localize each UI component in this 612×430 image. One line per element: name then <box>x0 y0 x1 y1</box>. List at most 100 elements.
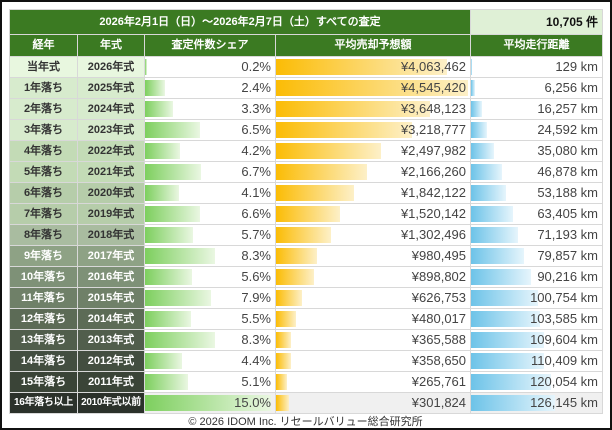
share-value: 6.7% <box>241 164 271 179</box>
share-value: 6.5% <box>241 122 271 137</box>
share-cell: 6.5% <box>144 119 276 141</box>
mileage-value: 120,054 km <box>530 374 599 389</box>
table-row: 16年落ち以上 2010年式以前 15.0% ¥301,824 126,145 … <box>9 392 604 414</box>
mileage-value: 109,604 km <box>530 332 599 347</box>
price-cell: ¥3,218,777 <box>274 119 472 141</box>
year-cell: 2025年式 <box>77 77 145 99</box>
age-cell: 5年落ち <box>9 161 78 183</box>
year-cell: 2023年式 <box>77 119 145 141</box>
mileage-cell: 79,857 km <box>470 245 604 267</box>
share-cell: 0.2% <box>144 56 276 78</box>
share-bar <box>145 101 173 117</box>
age-cell: 14年落ち <box>9 350 78 372</box>
age-cell: 9年落ち <box>9 245 78 267</box>
age-cell: 4年落ち <box>9 140 78 162</box>
year-cell: 2018年式 <box>77 224 145 246</box>
share-value: 0.2% <box>241 59 271 74</box>
share-value: 4.1% <box>241 185 271 200</box>
price-value: ¥480,017 <box>411 311 467 326</box>
mileage-value: 46,878 km <box>537 164 599 179</box>
age-cell: 15年落ち <box>9 371 78 393</box>
mileage-cell: 109,604 km <box>470 329 604 351</box>
price-cell: ¥4,063,462 <box>274 56 472 78</box>
mileage-value: 24,592 km <box>537 122 599 137</box>
share-value: 5.1% <box>241 374 271 389</box>
mileage-cell: 120,054 km <box>470 371 604 393</box>
mileage-value: 129 km <box>555 59 599 74</box>
mileage-cell: 71,193 km <box>470 224 604 246</box>
year-cell: 2020年式 <box>77 182 145 204</box>
mileage-bar <box>471 101 482 117</box>
table-row: 3年落ち 2023年式 6.5% ¥3,218,777 24,592 km <box>9 119 604 141</box>
copyright: © 2026 IDOM Inc. リセールバリュー総合研究所 <box>188 416 423 428</box>
mileage-value: 100,754 km <box>530 290 599 305</box>
price-value: ¥1,520,142 <box>400 206 467 221</box>
share-bar <box>145 227 193 243</box>
table-row: 13年落ち 2013年式 8.3% ¥365,588 109,604 km <box>9 329 604 351</box>
price-bar <box>276 311 297 327</box>
share-bar <box>145 185 180 201</box>
price-value: ¥301,824 <box>411 395 467 410</box>
share-bar <box>145 80 166 96</box>
price-value: ¥2,166,260 <box>400 164 467 179</box>
share-bar <box>145 269 192 285</box>
year-cell: 2017年式 <box>77 245 145 267</box>
share-bar <box>145 59 147 75</box>
table-row: 12年落ち 2014年式 5.5% ¥480,017 103,585 km <box>9 308 604 330</box>
mileage-value: 90,216 km <box>537 269 599 284</box>
appraisal-table: 2026年2月1日（日）～2026年2月7日（土）すべての査定 10,705 件 … <box>8 9 604 414</box>
mileage-bar <box>471 227 519 243</box>
share-value: 4.4% <box>241 353 271 368</box>
share-cell: 5.1% <box>144 371 276 393</box>
price-bar <box>276 101 430 117</box>
total-count: 10,705 件 <box>470 9 604 35</box>
mileage-bar <box>471 395 555 411</box>
mileage-bar <box>471 248 525 264</box>
table-row: 2年落ち 2024年式 3.3% ¥3,648,123 16,257 km <box>9 98 604 120</box>
table-row: 8年落ち 2018年式 5.7% ¥1,302,496 71,193 km <box>9 224 604 246</box>
table-row: 9年落ち 2017年式 8.3% ¥980,495 79,857 km <box>9 245 604 267</box>
table-row: 10年落ち 2016年式 5.6% ¥898,802 90,216 km <box>9 266 604 288</box>
year-cell: 2026年式 <box>77 56 145 78</box>
mileage-bar <box>471 122 488 138</box>
col-share: 査定件数シェア <box>144 34 276 57</box>
age-cell: 12年落ち <box>9 308 78 330</box>
col-mileage: 平均走行距離 <box>470 34 604 57</box>
mileage-bar <box>471 353 545 369</box>
year-cell: 2015年式 <box>77 287 145 309</box>
table-row: 6年落ち 2020年式 4.1% ¥1,842,122 53,188 km <box>9 182 604 204</box>
price-cell: ¥301,824 <box>274 392 472 414</box>
mileage-value: 103,585 km <box>530 311 599 326</box>
mileage-bar <box>471 311 540 327</box>
year-cell: 2012年式 <box>77 350 145 372</box>
share-bar <box>145 332 215 348</box>
price-cell: ¥3,648,123 <box>274 98 472 120</box>
col-year: 年式 <box>77 34 145 57</box>
price-cell: ¥4,545,420 <box>274 77 472 99</box>
mileage-cell: 110,409 km <box>470 350 604 372</box>
mileage-bar <box>471 143 495 159</box>
price-bar <box>276 332 292 348</box>
price-bar <box>276 374 288 390</box>
share-bar <box>145 206 201 222</box>
mileage-cell: 24,592 km <box>470 119 604 141</box>
price-value: ¥626,753 <box>411 290 467 305</box>
share-bar <box>145 164 202 180</box>
price-cell: ¥626,753 <box>274 287 472 309</box>
year-cell: 2010年式以前 <box>77 392 145 414</box>
mileage-value: 71,193 km <box>537 227 599 242</box>
price-bar <box>276 185 354 201</box>
share-cell: 5.7% <box>144 224 276 246</box>
price-value: ¥4,545,420 <box>400 80 467 95</box>
price-bar <box>276 122 412 138</box>
price-value: ¥2,497,982 <box>400 143 467 158</box>
share-cell: 2.4% <box>144 77 276 99</box>
price-bar <box>276 248 318 264</box>
table-title: 2026年2月1日（日）～2026年2月7日（土）すべての査定 <box>8 9 472 35</box>
price-cell: ¥265,761 <box>274 371 472 393</box>
price-cell: ¥980,495 <box>274 245 472 267</box>
share-value: 8.3% <box>241 248 271 263</box>
mileage-value: 79,857 km <box>537 248 599 263</box>
share-value: 5.5% <box>241 311 271 326</box>
year-cell: 2011年式 <box>77 371 145 393</box>
